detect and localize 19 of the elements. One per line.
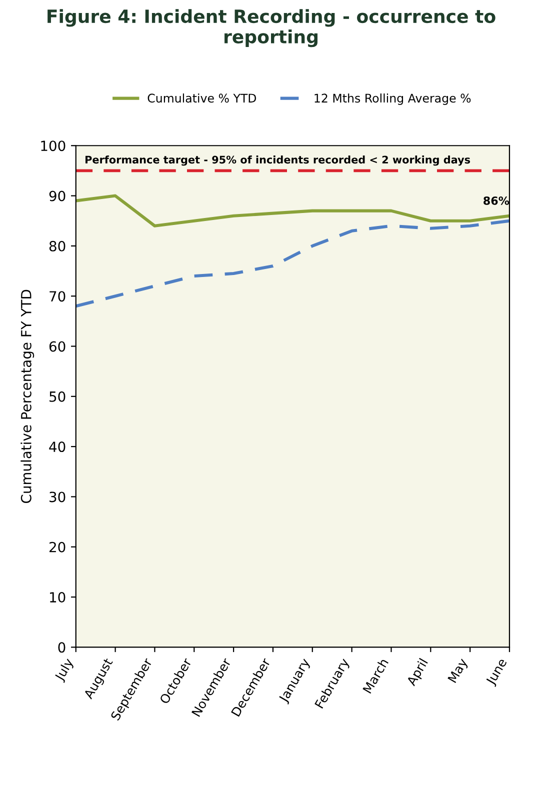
y-tick-label: 0 [58, 642, 66, 653]
y-tick-label: 100 [41, 140, 66, 152]
y-tick-label: 70 [50, 291, 66, 302]
line-series [76, 219, 510, 308]
y-tick-label: 90 [49, 190, 66, 202]
y-tick-label: 40 [49, 442, 66, 452]
y-tick-label: 60 [49, 341, 66, 352]
y-tick-label: 30 [50, 492, 66, 502]
y-axis-title: Cumulative Percentage FY YTD [20, 290, 34, 504]
ref-line-label: Performance target - 95% of incidents recorded < 2 working days [86, 156, 470, 166]
y-tick-label: 20 [50, 542, 66, 552]
legend-label: Cumulative % YTD [148, 93, 256, 103]
y-tick-label: 80 [49, 240, 66, 252]
y-tick-label: 10 [50, 592, 66, 603]
legend-label: 12 Mths Rolling Average % [314, 93, 471, 105]
line-series [76, 194, 510, 228]
y-tick-label: 50 [50, 391, 66, 402]
chart-title: Figure 4: Incident Recording - occurrence to reporting [48, 9, 496, 48]
annotation: 86% [484, 196, 510, 205]
